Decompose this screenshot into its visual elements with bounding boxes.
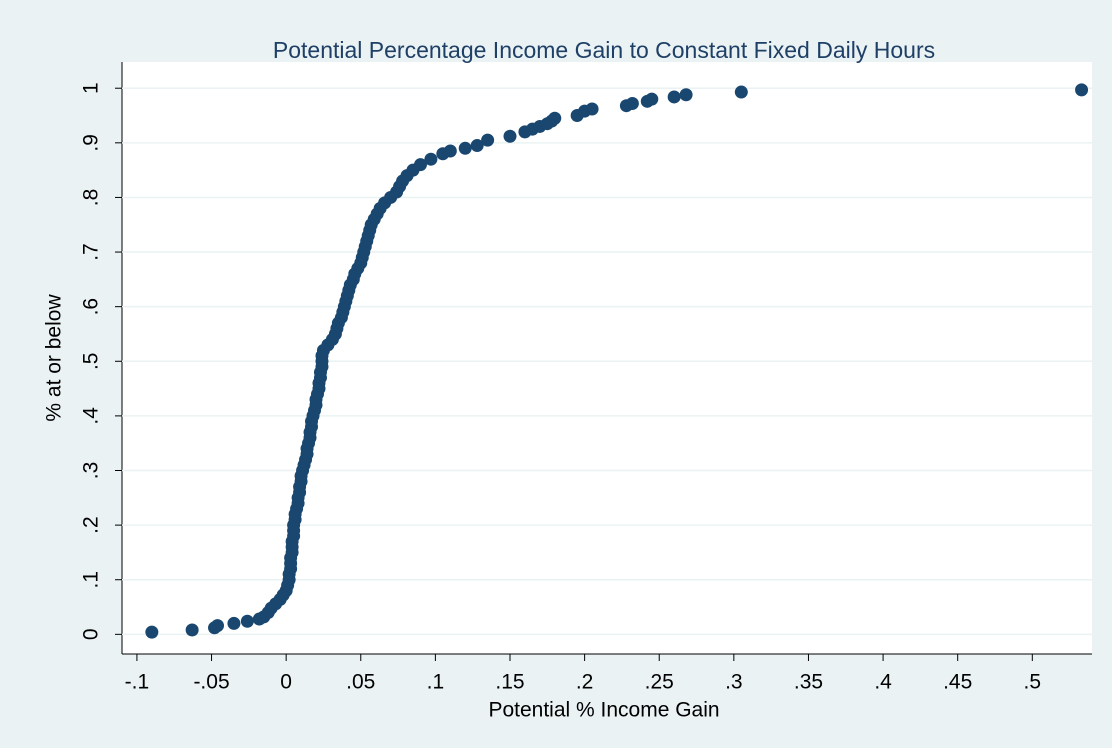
y-axis-title: % at or below [43,294,66,422]
chart-title: Potential Percentage Income Gain to Cons… [273,37,935,63]
point [424,152,438,166]
x-tick-label: 0 [280,671,292,694]
y-tick-label: .5 [80,353,103,371]
x-tick-label: -.05 [193,671,229,694]
y-tick-label: .2 [80,516,103,534]
y-tick-label: .7 [80,243,103,261]
point [625,97,639,111]
y-tick-label: .4 [80,407,103,425]
point [1075,83,1089,97]
point [503,129,517,143]
point [667,90,681,104]
point [185,623,199,637]
y-tick-label: 0 [80,628,103,640]
point [211,619,225,633]
point [679,88,693,102]
point [240,614,254,628]
x-tick-label: .05 [346,671,375,694]
x-tick-label: .1 [427,671,445,694]
y-tick-label: 1 [80,82,103,94]
point [585,102,599,116]
x-tick-label: -.1 [125,671,150,694]
point [481,133,495,147]
plot-area [122,62,1092,654]
point [458,141,472,155]
y-tick-label: .3 [80,462,103,480]
point [413,158,427,172]
point [145,625,159,639]
point [734,85,748,99]
x-tick-label: .15 [495,671,524,694]
x-tick-label: .5 [1024,671,1042,694]
x-tick-label: .3 [725,671,743,694]
x-axis-title: Potential % Income Gain [488,699,719,722]
point [470,139,484,153]
y-tick-label: .8 [80,189,103,207]
point [548,111,562,125]
point [443,144,457,158]
y-tick-label: .1 [80,571,103,589]
y-tick-label: .9 [80,134,103,152]
x-tick-label: .2 [576,671,594,694]
x-tick-label: .45 [943,671,972,694]
x-tick-label: .35 [794,671,823,694]
point [227,616,241,630]
y-tick-label: .6 [80,298,103,316]
x-tick-label: .25 [645,671,674,694]
x-tick-label: .4 [874,671,892,694]
point [645,92,659,106]
